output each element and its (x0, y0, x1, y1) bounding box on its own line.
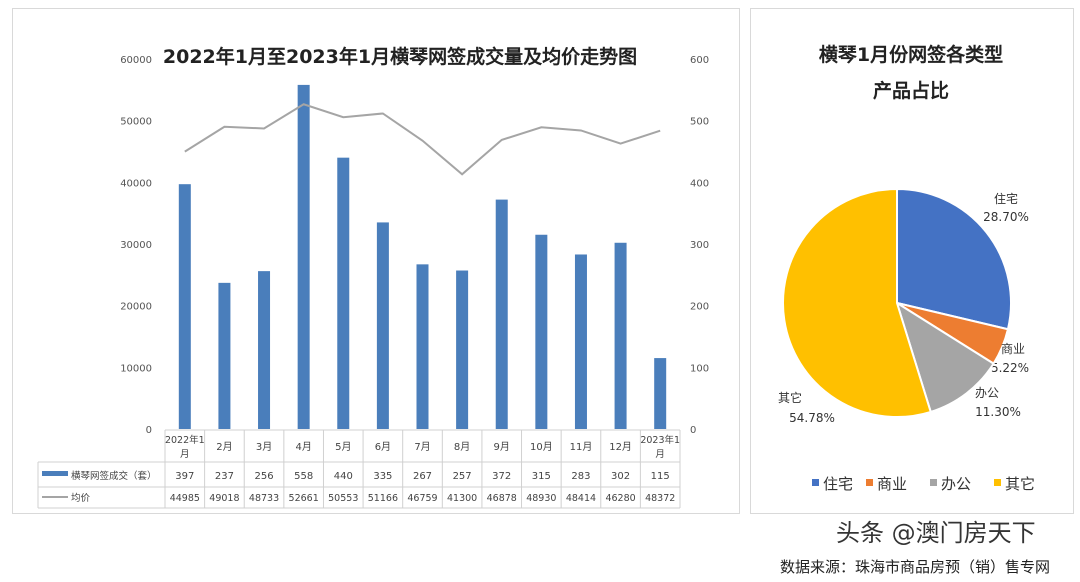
category-label: 6月 (375, 441, 391, 453)
table-cell-price: 46759 (407, 493, 437, 504)
bar (614, 242, 627, 429)
left-axis-tick: 20000 (120, 302, 152, 313)
table-cell-volume: 397 (175, 471, 194, 482)
watermark: 头条 @澳门房天下 (836, 519, 1036, 547)
legend-swatch (994, 479, 1001, 486)
bar (376, 222, 389, 429)
category-label-cont: 月 (655, 449, 665, 460)
category-label: 2023年1 (640, 434, 680, 446)
pie-label-name: 住宅 (994, 191, 1018, 206)
pie-chart-title-line2: 产品占比 (872, 80, 949, 102)
table-cell-volume: 257 (453, 471, 472, 482)
category-label: 3月 (256, 441, 272, 453)
bar (574, 254, 587, 429)
table-cell-price: 49018 (209, 493, 239, 504)
legend-label-price: 均价 (71, 492, 91, 504)
right-axis-tick: 600 (690, 55, 709, 66)
table-cell-volume: 256 (254, 471, 273, 482)
bar-chart-title: 2022年1月至2023年1月横琴网签成交量及均价走势图 (162, 46, 638, 68)
pie-label-value: 11.30% (975, 405, 1021, 419)
right-axis-tick: 200 (690, 302, 709, 313)
category-label: 10月 (530, 441, 553, 453)
bar (258, 271, 271, 429)
category-label: 11月 (570, 441, 593, 453)
pie-label-value: 54.78% (789, 411, 835, 425)
pie-slice-2 (895, 300, 995, 414)
pie-legend-label: 商业 (877, 475, 907, 493)
legend-swatch (866, 479, 873, 486)
table-cell-volume: 315 (532, 471, 551, 482)
bar (297, 84, 310, 430)
right-axis-tick: 0 (690, 425, 696, 436)
legend-swatch (812, 479, 819, 486)
bar (218, 282, 231, 429)
table-cell-volume: 440 (334, 471, 353, 482)
bar (495, 199, 508, 429)
table-cell-volume: 372 (492, 471, 511, 482)
table-cell-price: 46878 (487, 493, 517, 504)
bar (654, 358, 667, 429)
legend-label-volume: 横琴网签成交（套） (71, 470, 157, 482)
pie-label-value: 5.22% (991, 361, 1029, 375)
table-cell-volume: 267 (413, 471, 432, 482)
pie-legend-label: 办公 (941, 475, 971, 493)
table-cell-volume: 115 (651, 471, 670, 482)
left-axis-tick: 30000 (120, 240, 152, 251)
category-label: 5月 (335, 441, 351, 453)
table-cell-price: 48930 (526, 493, 556, 504)
left-axis-tick: 0 (146, 425, 152, 436)
table-cell-price: 48733 (249, 493, 279, 504)
bar (456, 270, 469, 429)
legend-swatch (930, 479, 937, 486)
table-cell-price: 48372 (645, 493, 675, 504)
pie-legend-label: 其它 (1005, 475, 1035, 493)
pie-label-value: 28.70% (983, 210, 1029, 224)
table-cell-volume: 283 (571, 471, 590, 482)
table-cell-volume: 302 (611, 471, 630, 482)
category-label: 8月 (454, 441, 470, 453)
table-cell-price: 48414 (566, 493, 596, 504)
category-label: 12月 (609, 441, 632, 453)
left-axis-tick: 60000 (120, 55, 152, 66)
right-axis-tick: 500 (690, 117, 709, 128)
pie-legend-label: 住宅 (823, 475, 853, 493)
left-axis-tick: 40000 (120, 178, 152, 189)
table-cell-price: 52661 (289, 493, 319, 504)
table-cell-price: 46280 (605, 493, 635, 504)
pie-slice-3 (782, 187, 932, 418)
category-label: 2022年1 (165, 434, 205, 446)
table-cell-price: 50553 (328, 493, 358, 504)
bar (535, 234, 548, 429)
pie-chart-title-line1: 横琴1月份网签各类型 (818, 44, 1004, 66)
category-label-cont: 月 (180, 449, 190, 460)
table-cell-price: 41300 (447, 493, 477, 504)
category-label: 4月 (295, 441, 311, 453)
pie-label-name: 其它 (778, 390, 802, 405)
avg-price-line (184, 103, 661, 176)
category-label: 2月 (216, 441, 232, 453)
bar (178, 184, 191, 429)
table-cell-price: 51166 (368, 493, 398, 504)
data-source: 数据来源：珠海市商品房预（销）售专网 (780, 558, 1051, 576)
table-cell-volume: 237 (215, 471, 234, 482)
left-axis-tick: 50000 (120, 117, 152, 128)
right-axis-tick: 300 (690, 240, 709, 251)
left-axis-tick: 10000 (120, 363, 152, 374)
table-cell-price: 44985 (170, 493, 200, 504)
bar (337, 157, 350, 429)
pie-slice-0 (896, 187, 1012, 331)
pie-label-name: 商业 (1001, 341, 1025, 356)
table-cell-volume: 558 (294, 471, 313, 482)
right-axis-tick: 100 (690, 363, 709, 374)
bar (416, 264, 429, 429)
legend-key-bar (42, 471, 68, 476)
pie-label-name: 办公 (975, 385, 999, 400)
right-axis-tick: 400 (690, 178, 709, 189)
category-label: 9月 (494, 441, 510, 453)
table-cell-volume: 335 (373, 471, 392, 482)
category-label: 7月 (414, 441, 430, 453)
